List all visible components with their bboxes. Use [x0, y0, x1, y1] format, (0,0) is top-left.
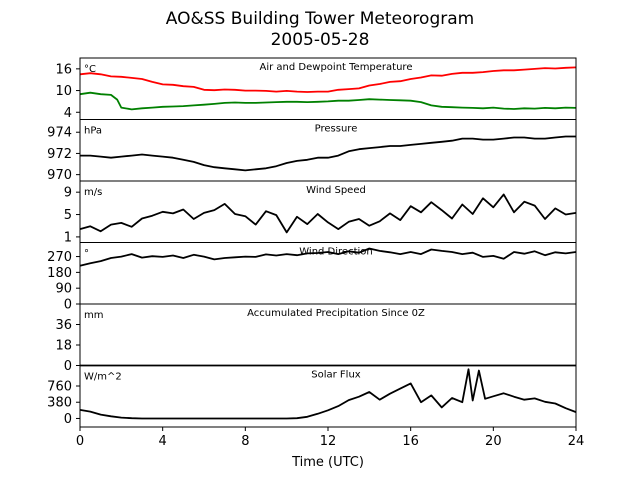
series-line-0-0 — [79, 66, 577, 93]
panels-group: Air and Dewpoint Temperature°C41016Press… — [47, 57, 577, 428]
y-tick-label-2-2: 9 — [64, 186, 72, 201]
series-line-0-1 — [79, 91, 577, 111]
panel-2: Wind Speed m/s 1 5 9 — [64, 180, 577, 245]
x-tick-label-4: 16 — [402, 434, 419, 449]
y-tick-label-5-2: 760 — [47, 380, 72, 395]
panel-title-2: Wind Speed — [306, 185, 366, 196]
y-tick-label-3-1: 90 — [55, 282, 72, 297]
y-tick-label-1-2: 974 — [47, 126, 72, 141]
series-line-2-0 — [79, 193, 577, 234]
figure-date: 2005-05-28 — [271, 30, 370, 50]
panel-title-5: Solar Flux — [311, 370, 361, 381]
panel-unit-3: ° — [84, 249, 89, 260]
x-tick-label-5: 20 — [485, 434, 502, 449]
x-axis: 0 4 8 12 16 20 24 — [76, 427, 584, 449]
x-tick-label-3: 12 — [320, 434, 337, 449]
y-tick-label-3-2: 180 — [47, 266, 72, 281]
y-tick-label-2-1: 5 — [64, 208, 72, 223]
panel-4: Accumulated Precipitation Since 0Z mm 0 18 3… — [55, 303, 577, 374]
y-tick-label-0-2: 16 — [55, 62, 72, 77]
y-tick-label-4-1: 18 — [55, 339, 72, 354]
panel-1: Pressure hPa 970 972 974 — [47, 119, 577, 183]
series-line-1-0 — [80, 135, 576, 172]
y-tick-label-4-2: 36 — [55, 318, 72, 333]
y-tick-label-3-0: 0 — [64, 298, 72, 313]
series-line-5-0 — [79, 368, 577, 420]
panel-title-4: Accumulated Precipitation Since 0Z — [247, 308, 425, 319]
panel-title-0: Air and Dewpoint Temperature — [260, 62, 413, 73]
panel-title-1: Pressure — [315, 124, 358, 135]
x-axis-label: Time (UTC) — [291, 455, 364, 470]
series-line-3-0 — [79, 247, 577, 267]
panel-unit-5: W/m^2 — [84, 372, 122, 383]
y-tick-label-0-1: 10 — [55, 84, 72, 99]
panel-0: Air and Dewpoint Temperature °C 4 10 16 — [55, 57, 577, 121]
y-tick-label-1-0: 970 — [47, 168, 72, 183]
y-tick-label-5-1: 380 — [47, 396, 72, 411]
y-tick-label-2-0: 1 — [64, 230, 72, 245]
x-tick-label-6: 24 — [568, 434, 585, 449]
y-tick-label-4-0: 0 — [64, 359, 72, 374]
panel-unit-4: mm — [84, 310, 103, 321]
x-tick-label-0: 0 — [76, 434, 84, 449]
y-tick-label-3-3: 270 — [47, 250, 72, 265]
panel-title-3: Wind Direction — [299, 247, 373, 258]
panel-unit-1: hPa — [84, 126, 102, 137]
y-tick-label-1-1: 972 — [47, 147, 72, 162]
y-tick-label-5-0: 0 — [64, 412, 72, 427]
panel-unit-2: m/s — [84, 187, 102, 198]
y-tick-label-0-0: 4 — [64, 106, 72, 121]
figure-title: AO&SS Building Tower Meteorogram — [166, 9, 474, 29]
x-tick-label-2: 8 — [241, 434, 249, 449]
panel-unit-0: °C — [84, 64, 96, 75]
x-tick-label-1: 4 — [159, 434, 167, 449]
